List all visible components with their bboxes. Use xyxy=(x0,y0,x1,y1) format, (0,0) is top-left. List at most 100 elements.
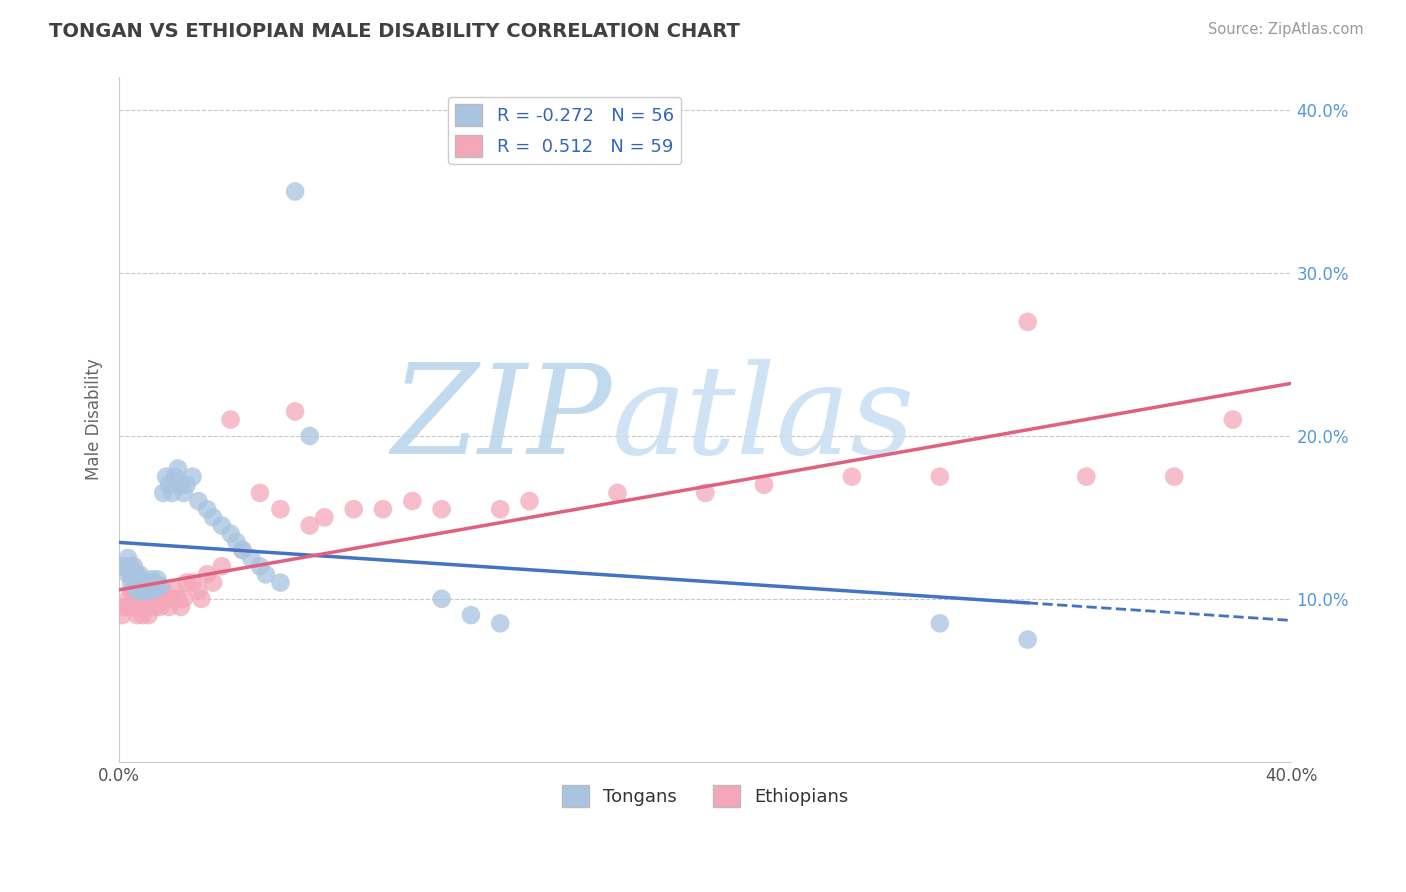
Point xyxy=(128,567,150,582)
Legend: Tongans, Ethiopians: Tongans, Ethiopians xyxy=(554,778,856,814)
Point xyxy=(155,469,177,483)
Point xyxy=(163,583,186,598)
Point xyxy=(160,591,183,606)
Point xyxy=(371,502,394,516)
Point xyxy=(138,583,160,598)
Point xyxy=(176,477,198,491)
Point xyxy=(219,412,242,426)
Point xyxy=(128,575,150,590)
Point xyxy=(149,599,172,614)
Point xyxy=(1017,315,1039,329)
Point xyxy=(163,469,186,483)
Point xyxy=(146,572,169,586)
Text: TONGAN VS ETHIOPIAN MALE DISABILITY CORRELATION CHART: TONGAN VS ETHIOPIAN MALE DISABILITY CORR… xyxy=(49,22,740,41)
Point xyxy=(135,575,157,590)
Point xyxy=(143,575,166,590)
Point xyxy=(695,486,717,500)
Point xyxy=(132,591,155,606)
Point xyxy=(143,599,166,614)
Point xyxy=(167,461,190,475)
Point xyxy=(284,404,307,418)
Point xyxy=(269,502,291,516)
Point xyxy=(752,477,775,491)
Point xyxy=(117,551,139,566)
Point xyxy=(211,518,233,533)
Point xyxy=(120,567,142,582)
Point xyxy=(132,608,155,623)
Point xyxy=(489,616,512,631)
Point xyxy=(125,575,148,590)
Point xyxy=(202,575,225,590)
Point xyxy=(219,526,242,541)
Point xyxy=(146,581,169,595)
Point xyxy=(1163,469,1185,483)
Point xyxy=(138,608,160,623)
Point xyxy=(249,486,271,500)
Point xyxy=(284,185,307,199)
Point xyxy=(128,583,150,598)
Point xyxy=(117,567,139,582)
Point xyxy=(149,579,172,593)
Point xyxy=(117,591,139,606)
Text: Source: ZipAtlas.com: Source: ZipAtlas.com xyxy=(1208,22,1364,37)
Text: ZIP: ZIP xyxy=(391,359,612,481)
Point xyxy=(157,599,180,614)
Point xyxy=(489,502,512,516)
Point xyxy=(135,583,157,598)
Point xyxy=(152,583,174,598)
Point xyxy=(181,469,204,483)
Point xyxy=(122,583,145,598)
Point xyxy=(138,591,160,606)
Point xyxy=(181,575,204,590)
Point xyxy=(111,608,134,623)
Point xyxy=(430,591,453,606)
Point xyxy=(606,486,628,500)
Point xyxy=(190,591,212,606)
Point xyxy=(120,559,142,574)
Point xyxy=(401,494,423,508)
Point xyxy=(120,599,142,614)
Point xyxy=(173,486,195,500)
Point xyxy=(343,502,366,516)
Point xyxy=(225,534,247,549)
Point xyxy=(519,494,541,508)
Point xyxy=(173,591,195,606)
Point xyxy=(1076,469,1098,483)
Point xyxy=(138,575,160,590)
Point xyxy=(195,502,218,516)
Point xyxy=(132,583,155,598)
Point xyxy=(117,599,139,614)
Point xyxy=(314,510,336,524)
Point xyxy=(114,599,136,614)
Point xyxy=(146,591,169,606)
Point xyxy=(122,559,145,574)
Point xyxy=(160,486,183,500)
Point xyxy=(122,599,145,614)
Point xyxy=(187,494,209,508)
Point xyxy=(1017,632,1039,647)
Point xyxy=(298,429,321,443)
Point xyxy=(128,583,150,598)
Point xyxy=(430,502,453,516)
Point xyxy=(928,469,950,483)
Point xyxy=(249,559,271,574)
Point xyxy=(155,591,177,606)
Point xyxy=(122,567,145,582)
Point xyxy=(298,518,321,533)
Point xyxy=(135,599,157,614)
Point xyxy=(170,477,193,491)
Point xyxy=(187,583,209,598)
Point xyxy=(125,591,148,606)
Point xyxy=(928,616,950,631)
Point xyxy=(152,486,174,500)
Point xyxy=(111,559,134,574)
Point xyxy=(841,469,863,483)
Point xyxy=(157,477,180,491)
Point xyxy=(141,583,163,598)
Point xyxy=(202,510,225,524)
Point xyxy=(254,567,277,582)
Point xyxy=(231,543,253,558)
Text: atlas: atlas xyxy=(612,359,915,481)
Point xyxy=(460,608,482,623)
Y-axis label: Male Disability: Male Disability xyxy=(86,359,103,481)
